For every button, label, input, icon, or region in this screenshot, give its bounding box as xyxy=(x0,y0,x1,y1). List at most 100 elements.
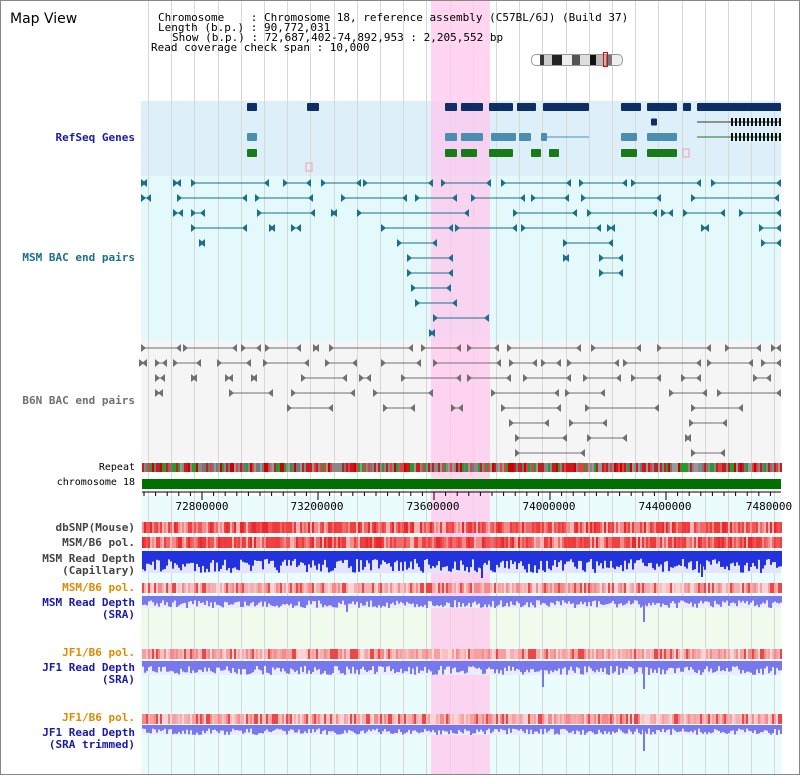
depth-bar xyxy=(608,661,610,675)
depth-bar xyxy=(280,596,282,606)
depth-bar xyxy=(374,661,376,674)
depth-bar xyxy=(590,661,592,669)
depth-bar xyxy=(412,551,414,570)
heat-cell xyxy=(528,522,530,533)
bac-end xyxy=(407,254,412,262)
repeat-segment xyxy=(566,463,568,472)
bac-end xyxy=(562,434,567,442)
jf1-depth-trimmed-label[interactable]: JF1 Read Depth (SRA trimmed) xyxy=(42,726,135,751)
bac-end xyxy=(352,359,357,367)
jf1-depth-sra-label[interactable]: JF1 Read Depth (SRA) xyxy=(42,661,135,686)
msm-b6-pol-label-1[interactable]: MSM/B6 pol. xyxy=(62,536,135,549)
heat-cell xyxy=(712,649,714,659)
bac-end xyxy=(622,434,627,442)
heat-cell xyxy=(636,583,638,593)
repeat-segment xyxy=(624,463,626,472)
depth-bar xyxy=(216,551,218,563)
heat-cell xyxy=(220,649,222,659)
heat-cell xyxy=(460,583,462,593)
refseq-label[interactable]: RefSeq Genes xyxy=(55,131,135,144)
depth-bar xyxy=(544,596,546,604)
depth-bar xyxy=(300,661,302,667)
heat-cell xyxy=(556,522,558,533)
depth-bar xyxy=(570,551,572,560)
depth-bar xyxy=(504,551,506,568)
chromosome-ideogram[interactable] xyxy=(531,54,623,66)
depth-bar xyxy=(254,725,256,735)
depth-bar xyxy=(494,551,496,573)
heat-cell xyxy=(542,537,544,548)
bac-end xyxy=(381,224,386,232)
heat-cell xyxy=(588,537,590,548)
heat-cell xyxy=(198,649,200,659)
depth-bar xyxy=(736,661,738,667)
heat-cell xyxy=(534,522,536,533)
depth-bar xyxy=(582,725,584,730)
repeat-segment xyxy=(732,463,734,472)
repeat-segment xyxy=(278,463,280,472)
repeat-segment xyxy=(200,463,202,472)
msm-bac-label[interactable]: MSM BAC end pairs xyxy=(22,251,135,264)
msm-depth-sra-label[interactable]: MSM Read Depth (SRA) xyxy=(42,596,135,621)
depth-bar xyxy=(378,596,380,606)
repeat-segment xyxy=(326,463,328,472)
heat-cell xyxy=(236,714,238,724)
heat-cell xyxy=(598,583,600,593)
repeat-segment xyxy=(758,463,760,472)
selection-highlight[interactable] xyxy=(431,1,490,774)
depth-bar xyxy=(188,596,190,602)
repeat-segment xyxy=(610,463,612,472)
dbsnp-label[interactable]: dbSNP(Mouse) xyxy=(55,521,135,534)
msm-b6-pol-label-2[interactable]: MSM/B6 pol. xyxy=(62,581,135,594)
heat-cell xyxy=(180,522,182,533)
jf1-b6-pol-label-1[interactable]: JF1/B6 pol. xyxy=(62,646,135,659)
bac-end xyxy=(581,194,586,202)
bac-end xyxy=(523,374,528,382)
depth-bar xyxy=(558,661,560,669)
depth-bar xyxy=(776,661,778,669)
heat-cell xyxy=(208,649,210,659)
depth-bar xyxy=(764,661,766,669)
heat-cell xyxy=(348,583,350,593)
repeat-segment xyxy=(722,463,724,472)
depth-bar xyxy=(510,661,512,671)
depth-bar xyxy=(500,551,502,563)
repeat-segment xyxy=(228,463,230,472)
heat-cell xyxy=(260,537,262,548)
heat-cell xyxy=(304,522,306,533)
heat-cell xyxy=(628,649,630,659)
heat-cell xyxy=(702,522,704,533)
depth-bar xyxy=(724,551,726,570)
heat-cell xyxy=(332,649,334,659)
depth-bar xyxy=(490,725,492,734)
heat-cell xyxy=(634,537,636,548)
heat-cell xyxy=(670,583,672,593)
depth-bar xyxy=(758,661,760,674)
depth-bar xyxy=(148,596,150,602)
msm-depth-capillary-label[interactable]: MSM Read Depth (Capillary) xyxy=(42,552,135,577)
heat-cell xyxy=(736,522,738,533)
depth-bar xyxy=(226,661,228,667)
heat-cell xyxy=(222,537,224,548)
b6n-bac-label[interactable]: B6N BAC end pairs xyxy=(22,394,135,407)
ideogram-position-marker xyxy=(603,52,608,67)
repeat-segment xyxy=(480,463,482,472)
heat-cell xyxy=(380,537,382,548)
heat-cell xyxy=(178,649,180,659)
depth-bar xyxy=(672,725,674,729)
depth-bar xyxy=(274,596,276,607)
repeat-segment xyxy=(560,463,562,472)
repeat-segment xyxy=(384,463,386,472)
heat-cell xyxy=(454,537,456,548)
heat-cell xyxy=(144,714,146,724)
depth-bar xyxy=(488,596,490,605)
heat-cell xyxy=(158,714,160,724)
repeat-segment xyxy=(544,463,546,472)
heat-cell xyxy=(570,714,572,724)
jf1-b6-pol-label-2[interactable]: JF1/B6 pol. xyxy=(62,711,135,724)
heat-cell xyxy=(468,583,470,593)
heat-cell xyxy=(752,649,754,659)
depth-bar xyxy=(310,725,312,734)
heat-cell xyxy=(594,714,596,724)
